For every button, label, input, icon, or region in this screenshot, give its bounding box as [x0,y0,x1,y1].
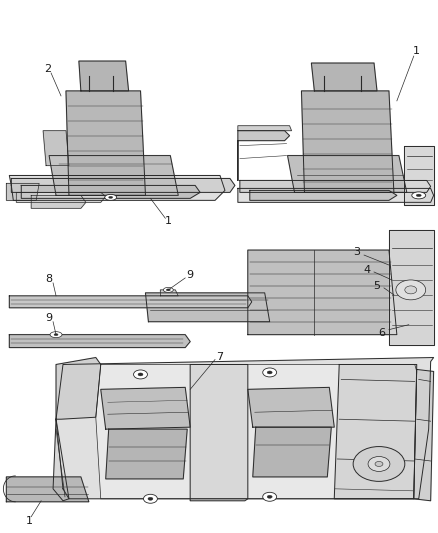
Text: 1: 1 [413,46,420,56]
Ellipse shape [109,196,113,198]
Polygon shape [248,250,397,335]
Ellipse shape [396,280,426,300]
Ellipse shape [353,447,405,481]
Polygon shape [238,188,434,203]
Polygon shape [49,156,178,196]
Ellipse shape [416,194,421,197]
Ellipse shape [134,370,148,379]
Text: 4: 4 [364,265,371,275]
Polygon shape [7,477,89,502]
Ellipse shape [405,286,417,294]
Ellipse shape [267,371,272,374]
Polygon shape [301,91,394,192]
Polygon shape [9,175,225,200]
Polygon shape [238,131,290,181]
Polygon shape [334,365,417,499]
Ellipse shape [375,462,383,466]
Ellipse shape [412,192,426,199]
Ellipse shape [105,195,117,200]
Ellipse shape [54,334,58,336]
Ellipse shape [263,492,277,501]
Polygon shape [288,156,407,192]
Polygon shape [53,419,69,501]
Ellipse shape [163,287,173,293]
Polygon shape [16,192,106,203]
Ellipse shape [368,456,390,471]
Polygon shape [311,63,377,91]
Ellipse shape [267,495,272,498]
Polygon shape [31,196,86,208]
Polygon shape [101,387,190,429]
Polygon shape [11,179,235,192]
Polygon shape [404,146,434,205]
Polygon shape [250,190,397,200]
Text: 2: 2 [45,64,52,74]
Polygon shape [43,131,69,166]
Ellipse shape [138,373,143,376]
Polygon shape [253,427,331,477]
Ellipse shape [148,497,153,500]
Ellipse shape [50,332,62,337]
Polygon shape [56,358,434,499]
Text: 5: 5 [374,281,381,291]
Ellipse shape [166,289,170,291]
Ellipse shape [263,368,277,377]
Polygon shape [389,230,434,345]
Polygon shape [9,335,190,348]
Text: 1: 1 [165,216,172,226]
Polygon shape [190,365,248,501]
Polygon shape [21,185,200,198]
Text: 1: 1 [26,515,33,526]
Polygon shape [7,183,39,200]
Polygon shape [56,358,101,419]
Polygon shape [248,387,334,427]
Text: 7: 7 [216,352,223,361]
Polygon shape [66,91,145,196]
Ellipse shape [144,494,157,503]
Text: 6: 6 [378,328,385,337]
Polygon shape [238,126,292,131]
Text: 3: 3 [353,247,360,257]
Text: 9: 9 [187,270,194,280]
Text: 9: 9 [46,313,53,323]
Polygon shape [414,369,434,501]
Polygon shape [240,181,431,192]
Polygon shape [9,296,252,308]
Polygon shape [145,293,270,322]
Text: 8: 8 [46,274,53,284]
Polygon shape [106,429,187,479]
Polygon shape [96,365,417,499]
Polygon shape [79,61,129,91]
Polygon shape [160,290,178,296]
